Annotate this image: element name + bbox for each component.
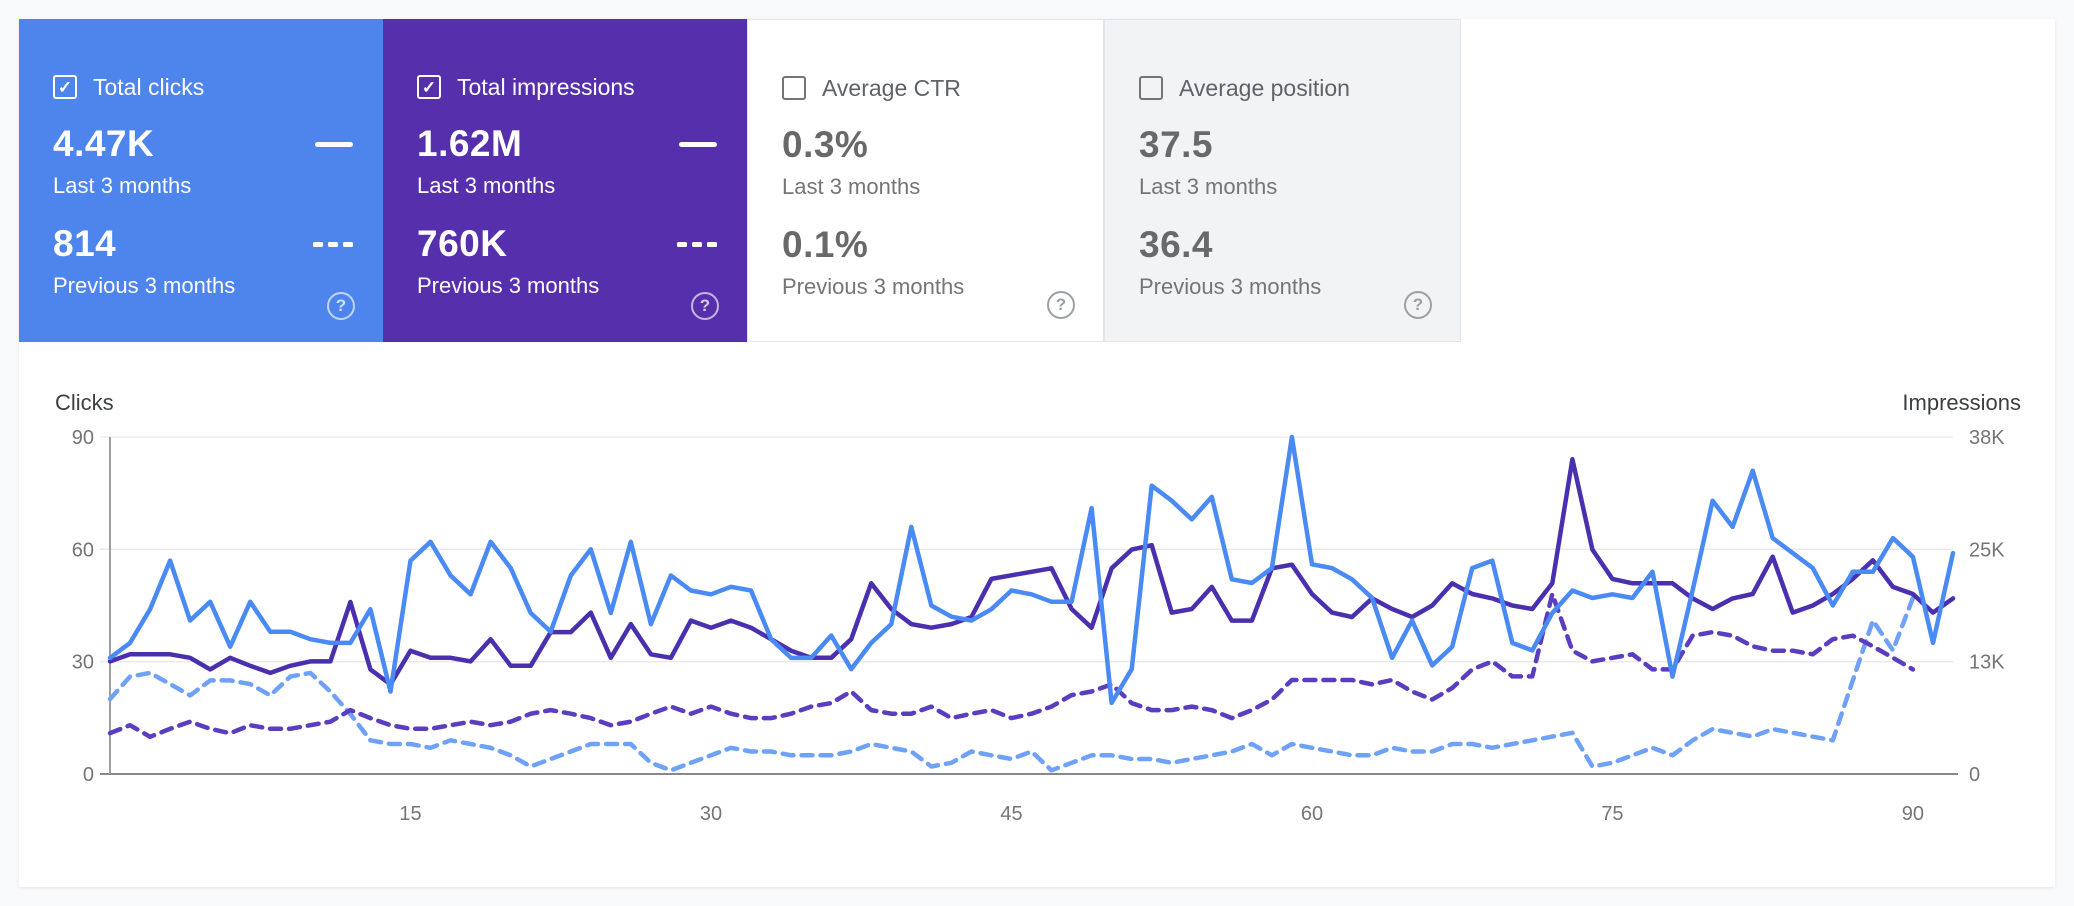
- help-icon[interactable]: ?: [1404, 291, 1432, 319]
- secondary-caption: Previous 3 months: [53, 273, 236, 298]
- solid-line-legend-icon: [315, 141, 353, 147]
- help-icon[interactable]: ?: [691, 292, 719, 320]
- card-header: ✓ Average position: [1139, 74, 1460, 102]
- performance-chart[interactable]: Clicks Impressions 90 38K 60 25K 30 13K 0 0 15 30…: [19, 342, 2055, 887]
- chart-canvas[interactable]: 90 38K 60 25K 30 13K 0 0 15 30 45 60 75 90: [19, 342, 2055, 887]
- secondary-value: 0.1%: [782, 224, 869, 265]
- primary-caption: Last 3 months: [53, 173, 192, 198]
- card-label: Total clicks: [93, 73, 205, 100]
- right-axis-tick: 0: [1969, 764, 1980, 786]
- series-dashed-impressions: [107, 591, 1916, 740]
- card-label: Average CTR: [822, 74, 961, 101]
- checkbox-average-position[interactable]: ✓: [1139, 76, 1163, 100]
- primary-caption: Last 3 months: [1139, 174, 1278, 199]
- metric-cards: ✓ Total clicks 4.47K Last 3 months 814 P…: [19, 19, 2055, 342]
- dashed-line-legend-icon: [677, 241, 717, 247]
- x-axis-tick: 30: [700, 803, 722, 825]
- card-total-impressions[interactable]: ✓ Total impressions 1.62M Last 3 months …: [383, 19, 747, 342]
- series-dashed-clicks: [107, 595, 1916, 773]
- checkbox-average-ctr[interactable]: ✓: [782, 76, 806, 100]
- secondary-caption: Previous 3 months: [782, 274, 965, 299]
- primary-value: 4.47K: [53, 123, 155, 164]
- checkbox-total-clicks[interactable]: ✓: [53, 75, 77, 99]
- x-axis-tick: 45: [1000, 803, 1022, 825]
- solid-line-legend-icon: [679, 141, 717, 147]
- primary-caption: Last 3 months: [417, 173, 556, 198]
- help-icon[interactable]: ?: [327, 292, 355, 320]
- secondary-caption: Previous 3 months: [1139, 274, 1322, 299]
- left-axis-title: Clicks: [55, 390, 114, 415]
- dashed-line-legend-icon: [313, 241, 353, 247]
- left-axis-tick: 60: [72, 539, 94, 561]
- left-axis-tick: 90: [72, 427, 94, 449]
- checkmark-icon: ✓: [421, 77, 437, 97]
- card-label: Total impressions: [457, 73, 635, 100]
- primary-value: 1.62M: [417, 123, 523, 164]
- right-axis-tick: 38K: [1969, 427, 2005, 449]
- series-solid-clicks: [107, 434, 1956, 706]
- x-axis-tick: 75: [1601, 803, 1623, 825]
- card-header: ✓ Total clicks: [53, 73, 383, 101]
- checkbox-total-impressions[interactable]: ✓: [417, 75, 441, 99]
- primary-value: 37.5: [1139, 124, 1214, 165]
- x-axis-tick: 15: [399, 803, 421, 825]
- right-axis-tick: 13K: [1969, 652, 2005, 674]
- primary-value: 0.3%: [782, 124, 869, 165]
- card-label: Average position: [1179, 74, 1350, 101]
- left-axis-tick: 0: [83, 764, 94, 786]
- performance-panel: ✓ Total clicks 4.47K Last 3 months 814 P…: [19, 19, 2055, 887]
- left-axis-tick: 30: [72, 652, 94, 674]
- right-axis-tick: 25K: [1969, 539, 2005, 561]
- secondary-caption: Previous 3 months: [417, 273, 600, 298]
- x-axis-tick: 90: [1902, 803, 1924, 825]
- x-axis-tick: 60: [1301, 803, 1323, 825]
- right-axis-title: Impressions: [1902, 390, 2021, 415]
- help-icon[interactable]: ?: [1047, 291, 1075, 319]
- secondary-value: 814: [53, 223, 117, 264]
- card-header: ✓ Average CTR: [782, 74, 1103, 102]
- primary-caption: Last 3 months: [782, 174, 921, 199]
- secondary-value: 36.4: [1139, 224, 1214, 265]
- secondary-value: 760K: [417, 223, 508, 264]
- checkmark-icon: ✓: [57, 77, 73, 97]
- card-header: ✓ Total impressions: [417, 73, 747, 101]
- card-average-position[interactable]: ✓ Average position 37.5 Last 3 months 36…: [1104, 19, 1461, 342]
- card-average-ctr[interactable]: ✓ Average CTR 0.3% Last 3 months 0.1% Pr…: [747, 19, 1104, 342]
- card-total-clicks[interactable]: ✓ Total clicks 4.47K Last 3 months 814 P…: [19, 19, 383, 342]
